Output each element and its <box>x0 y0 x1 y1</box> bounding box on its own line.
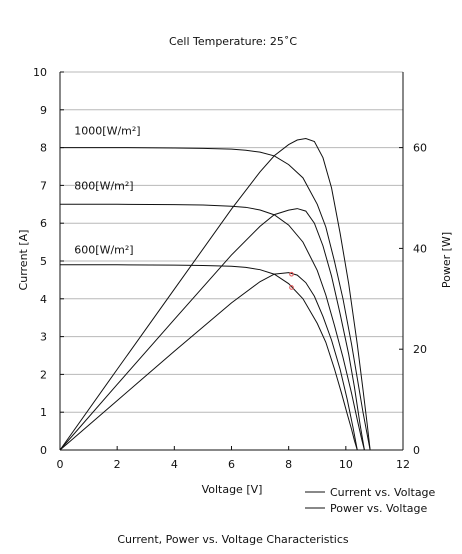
y-left-tick-label-1: 1 <box>40 406 47 419</box>
grid <box>60 71 403 413</box>
irradiance-label-2: 600[W/m²] <box>74 244 133 257</box>
x-tick-label-4: 8 <box>285 458 292 471</box>
legend-power-label: Power vs. Voltage <box>330 502 427 515</box>
irradiance-label-0: 1000[W/m²] <box>74 125 140 138</box>
y-right-tick-label-1: 20 <box>413 343 427 356</box>
legend-current-label: Current vs. Voltage <box>330 486 436 499</box>
y-left-tick-label-6: 6 <box>40 217 47 230</box>
irradiance-labels: 1000[W/m²] 800[W/m²] 600[W/m²] <box>74 125 140 257</box>
y-axis-left: 0 1 2 3 4 5 6 7 8 9 10 <box>33 66 64 457</box>
y-left-tick-label-5: 5 <box>40 255 47 268</box>
x-tick-label-6: 12 <box>396 458 410 471</box>
y-right-tick-label-2: 40 <box>413 242 427 255</box>
y-left-tick-label-2: 2 <box>40 368 47 381</box>
series-layer <box>59 138 371 451</box>
current-curve-1 <box>60 203 365 451</box>
chart-caption: Current, Power vs. Voltage Characteristi… <box>117 533 349 546</box>
y-right-tick-label-3: 60 <box>413 142 427 155</box>
y-right-tick-label-0: 0 <box>413 444 420 457</box>
markers <box>289 271 294 290</box>
y-axis-right: 0 20 40 60 <box>399 142 427 457</box>
legend: Current vs. Voltage Power vs. Voltage <box>305 486 436 515</box>
power-curve-0 <box>59 138 371 451</box>
irradiance-label-1: 800[W/m²] <box>74 179 133 192</box>
y-left-tick-label-3: 3 <box>40 331 47 344</box>
x-tick-label-2: 4 <box>171 458 178 471</box>
current-curve-2 <box>60 264 358 451</box>
x-tick-label-0: 0 <box>57 458 64 471</box>
y-axis-left-label: Current [A] <box>17 230 30 291</box>
chart-title: Cell Temperature: 25˚C <box>169 35 297 48</box>
y-left-tick-label-4: 4 <box>40 293 47 306</box>
power-curve-2 <box>59 272 358 451</box>
y-left-tick-label-10: 10 <box>33 66 47 79</box>
y-axis-right-label: Power [W] <box>440 232 453 288</box>
x-tick-label-5: 10 <box>339 458 353 471</box>
y-left-tick-label-8: 8 <box>40 142 47 155</box>
current-curve-0 <box>60 147 371 451</box>
y-left-tick-label-9: 9 <box>40 104 47 117</box>
x-axis-label: Voltage [V] <box>202 483 263 496</box>
x-tick-label-3: 6 <box>228 458 235 471</box>
y-left-tick-label-7: 7 <box>40 179 47 192</box>
y-left-tick-label-0: 0 <box>40 444 47 457</box>
marker-point-1 <box>289 285 294 290</box>
x-axis: 0 2 4 6 8 10 12 <box>57 446 410 471</box>
x-tick-label-1: 2 <box>114 458 121 471</box>
power-curve-1 <box>59 208 365 451</box>
marker-point-0 <box>289 271 294 277</box>
